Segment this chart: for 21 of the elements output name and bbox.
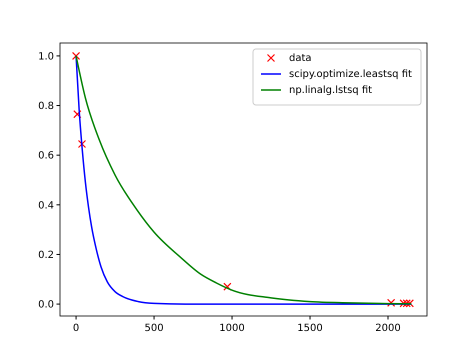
x-tick-label: 2000: [375, 323, 401, 334]
point: [402, 299, 411, 308]
y-tick-label: 0.2: [38, 250, 54, 261]
legend-label: scipy.optimize.leastsq fit: [289, 69, 412, 80]
y-tick-label: 0.8: [38, 101, 54, 112]
line-series: [75, 55, 412, 305]
point: [78, 140, 86, 148]
y-tick-label: 1.0: [38, 51, 54, 62]
y-tick-label: 0.6: [38, 150, 54, 162]
point: [73, 110, 82, 118]
x-tick-label: 1000: [219, 323, 245, 334]
point: [72, 52, 80, 60]
x-tick-label: 1500: [297, 323, 323, 334]
x-tick-label: 500: [144, 323, 164, 334]
point: [387, 298, 396, 307]
x-tick-label: 0: [72, 323, 80, 334]
legend-label: np.linalg.lstsq fit: [289, 85, 372, 96]
y-tick-label: 0.4: [38, 200, 54, 212]
legend-label: data: [289, 53, 312, 64]
point: [223, 282, 232, 291]
y-tick-label: 0.0: [38, 300, 54, 311]
